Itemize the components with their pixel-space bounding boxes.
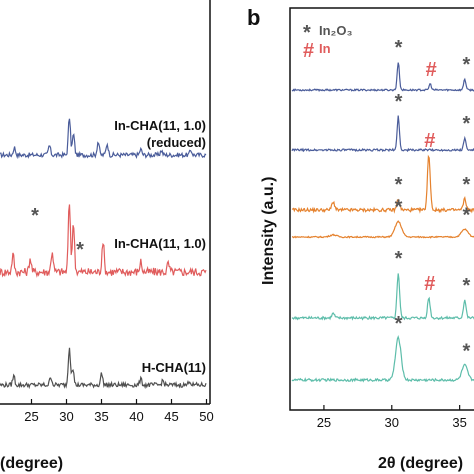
panel-b-xtick-label: 35 [452,415,466,430]
panel-b-series-3 [291,220,474,239]
panel-b-y-axis-title: Intensity (a.u.) [260,177,277,285]
panel-b-series-4 [291,273,474,321]
panel-b-marker-5: # [424,130,435,152]
panel-a-series-label: In-CHA(11, 1.0) [114,118,206,133]
panel-b-letter: b [247,5,260,30]
panel-b-marker-13: * [395,313,403,335]
panel-b-marker-14: * [463,340,471,362]
panel-b-marker-6: * [395,174,403,196]
panel-b-xtick-label: 25 [317,415,331,430]
panel-a-xtick-label: 50 [199,409,213,424]
panel-b-legend-text-0: In₂O₃ [319,23,352,38]
panel-a-marker-0: * [31,205,39,227]
panel-b-legend-symbol-1: # [303,40,314,62]
panel-b-marker-1: # [426,59,437,81]
panel-b-marker-11: # [424,273,435,295]
panel-a-series-label: In-CHA(11, 1.0) [114,236,206,251]
panel-b-marker-3: * [395,91,403,113]
panel-b-marker-0: * [395,37,403,59]
panel-a-x-axis-title: (degree) [0,455,63,472]
panel-b-marker-9: * [463,204,471,226]
panel-b-marker-2: * [463,54,471,76]
panel-a-xtick-label: 25 [24,409,38,424]
panel-b-marker-8: * [395,197,403,219]
panel-a: 25 30 35 40 45 50 (degree) In-CHA(11, 1.0) (redu… [0,0,214,472]
panel-b-frame [289,7,474,411]
panel-b-marker-12: * [463,275,471,297]
panel-a-series-0 [0,118,207,160]
panel-b-marker-10: * [395,248,403,270]
panel-b: 25 30 35 2θ (degree) Intensity (a.u.) b * In₂O₃… [247,5,474,472]
panel-b-series-0 [291,62,474,92]
panel-b-xtick-label: 30 [385,415,399,430]
panel-b-marker-7: * [463,174,471,196]
panel-a-series-1 [0,204,207,278]
panel-b-marker-4: * [463,113,471,135]
panel-a-xtick-label: 35 [94,409,108,424]
panel-a-xtick-label: 30 [59,409,73,424]
panel-b-series-5 [291,335,474,383]
panel-a-series-2 [0,347,207,390]
panel-b-series-1 [291,115,474,153]
panel-a-series-label: (reduced) [147,135,206,150]
panel-a-xtick-label: 40 [129,409,143,424]
panel-b-legend-symbol-0: * [303,22,311,44]
panel-b-series-2 [291,154,474,214]
panel-a-xtick-label: 45 [164,409,178,424]
panel-a-series-label: H-CHA(11) [142,360,206,375]
panel-b-legend-text-1: In [319,41,331,56]
panel-a-marker-1: * [76,239,84,261]
panel-b-x-axis-title: 2θ (degree) [378,455,463,472]
